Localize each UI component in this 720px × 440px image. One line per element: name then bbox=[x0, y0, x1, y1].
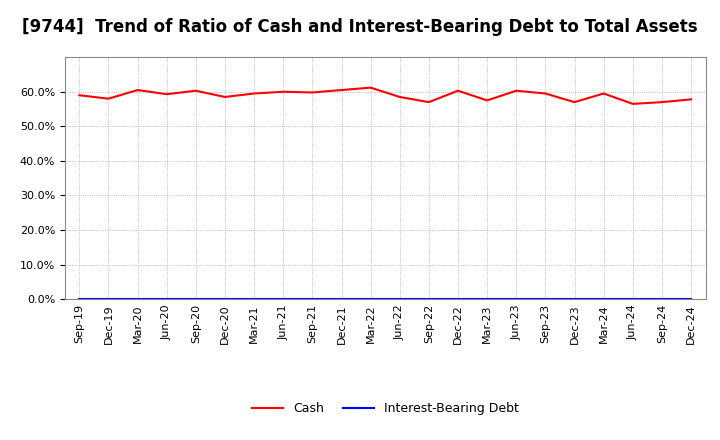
Interest-Bearing Debt bbox=[483, 297, 492, 302]
Interest-Bearing Debt bbox=[250, 297, 258, 302]
Cash bbox=[75, 92, 84, 98]
Interest-Bearing Debt bbox=[629, 297, 637, 302]
Cash bbox=[454, 88, 462, 93]
Interest-Bearing Debt bbox=[366, 297, 375, 302]
Cash bbox=[425, 99, 433, 105]
Interest-Bearing Debt bbox=[541, 297, 550, 302]
Cash bbox=[541, 91, 550, 96]
Interest-Bearing Debt bbox=[657, 297, 666, 302]
Interest-Bearing Debt bbox=[395, 297, 404, 302]
Cash bbox=[687, 97, 696, 102]
Cash bbox=[308, 90, 317, 95]
Cash bbox=[337, 88, 346, 93]
Line: Cash: Cash bbox=[79, 88, 691, 104]
Cash bbox=[279, 89, 287, 95]
Interest-Bearing Debt bbox=[308, 297, 317, 302]
Cash bbox=[629, 101, 637, 106]
Interest-Bearing Debt bbox=[133, 297, 142, 302]
Cash bbox=[570, 99, 579, 105]
Cash bbox=[512, 88, 521, 93]
Cash bbox=[104, 96, 113, 101]
Cash bbox=[657, 99, 666, 105]
Interest-Bearing Debt bbox=[220, 297, 229, 302]
Legend: Cash, Interest-Bearing Debt: Cash, Interest-Bearing Debt bbox=[247, 397, 523, 420]
Interest-Bearing Debt bbox=[512, 297, 521, 302]
Cash bbox=[250, 91, 258, 96]
Cash bbox=[366, 85, 375, 90]
Interest-Bearing Debt bbox=[454, 297, 462, 302]
Cash bbox=[163, 92, 171, 97]
Cash bbox=[483, 98, 492, 103]
Cash bbox=[395, 94, 404, 99]
Interest-Bearing Debt bbox=[163, 297, 171, 302]
Interest-Bearing Debt bbox=[104, 297, 113, 302]
Interest-Bearing Debt bbox=[192, 297, 200, 302]
Cash bbox=[192, 88, 200, 93]
Cash bbox=[133, 88, 142, 93]
Interest-Bearing Debt bbox=[279, 297, 287, 302]
Text: [9744]  Trend of Ratio of Cash and Interest-Bearing Debt to Total Assets: [9744] Trend of Ratio of Cash and Intere… bbox=[22, 18, 698, 36]
Cash bbox=[599, 91, 608, 96]
Interest-Bearing Debt bbox=[75, 297, 84, 302]
Interest-Bearing Debt bbox=[687, 297, 696, 302]
Interest-Bearing Debt bbox=[599, 297, 608, 302]
Cash bbox=[220, 94, 229, 99]
Interest-Bearing Debt bbox=[425, 297, 433, 302]
Interest-Bearing Debt bbox=[337, 297, 346, 302]
Interest-Bearing Debt bbox=[570, 297, 579, 302]
